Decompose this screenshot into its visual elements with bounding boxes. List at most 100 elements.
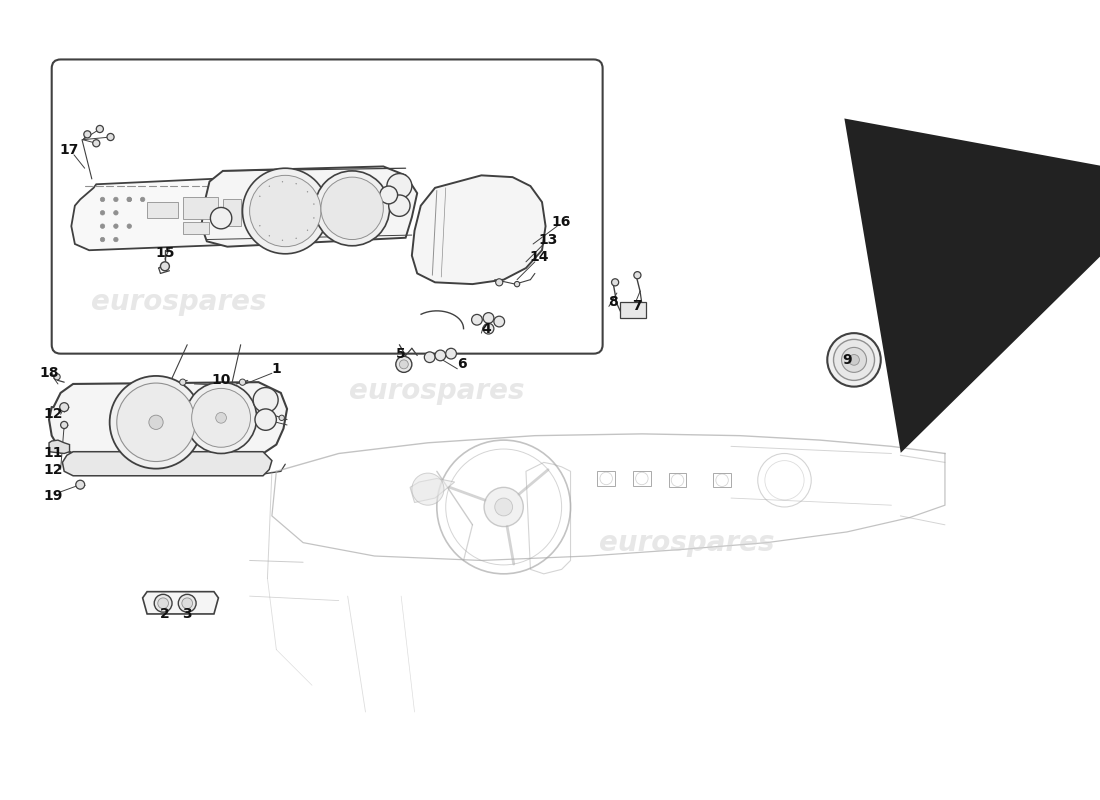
Circle shape <box>60 422 68 429</box>
Polygon shape <box>63 452 272 476</box>
Text: 7: 7 <box>631 299 641 314</box>
Circle shape <box>484 487 524 526</box>
Circle shape <box>242 168 328 254</box>
Circle shape <box>113 238 118 242</box>
Circle shape <box>113 197 118 202</box>
Bar <box>632 471 651 486</box>
Bar <box>619 302 647 318</box>
Text: 19: 19 <box>44 490 63 503</box>
Text: 13: 13 <box>539 233 558 246</box>
Circle shape <box>110 376 202 469</box>
Circle shape <box>827 333 881 386</box>
Circle shape <box>253 387 278 413</box>
Circle shape <box>396 356 411 372</box>
Circle shape <box>92 140 100 147</box>
Circle shape <box>179 379 186 386</box>
Circle shape <box>178 594 196 612</box>
Text: 12: 12 <box>44 462 63 477</box>
Polygon shape <box>201 166 417 246</box>
Text: 9: 9 <box>843 353 851 367</box>
Circle shape <box>483 323 494 334</box>
Circle shape <box>186 382 256 454</box>
Circle shape <box>126 197 132 202</box>
Text: 4: 4 <box>481 322 491 336</box>
Bar <box>183 222 209 234</box>
Text: 8: 8 <box>608 295 618 309</box>
Circle shape <box>387 174 411 198</box>
Polygon shape <box>411 175 546 284</box>
Circle shape <box>315 171 389 246</box>
Text: 10: 10 <box>211 374 231 387</box>
Polygon shape <box>50 382 287 454</box>
Text: 5: 5 <box>396 346 406 361</box>
Circle shape <box>842 347 867 372</box>
Polygon shape <box>143 592 219 614</box>
Circle shape <box>97 126 103 133</box>
Circle shape <box>399 360 408 369</box>
Circle shape <box>161 262 169 270</box>
Text: eurospares: eurospares <box>349 377 525 405</box>
Circle shape <box>495 498 513 516</box>
FancyBboxPatch shape <box>52 59 603 354</box>
Circle shape <box>59 402 68 411</box>
Circle shape <box>100 210 104 215</box>
Bar <box>183 197 219 219</box>
Circle shape <box>113 210 118 215</box>
Circle shape <box>834 339 874 380</box>
Circle shape <box>154 594 172 612</box>
Text: 14: 14 <box>529 250 549 264</box>
Circle shape <box>84 130 91 138</box>
Circle shape <box>494 316 505 327</box>
Circle shape <box>113 224 118 228</box>
Circle shape <box>434 350 446 361</box>
Polygon shape <box>410 478 454 502</box>
Text: 17: 17 <box>59 143 79 158</box>
Circle shape <box>100 238 104 242</box>
Bar <box>223 199 241 226</box>
Text: 11: 11 <box>44 446 63 461</box>
Circle shape <box>76 480 85 489</box>
Text: 1: 1 <box>272 362 282 376</box>
Circle shape <box>612 278 618 286</box>
Text: 6: 6 <box>456 358 466 371</box>
Circle shape <box>472 314 482 325</box>
Circle shape <box>515 282 519 286</box>
Circle shape <box>148 415 163 430</box>
Circle shape <box>117 383 195 462</box>
Circle shape <box>216 413 227 423</box>
Text: eurospares: eurospares <box>90 288 266 316</box>
Circle shape <box>126 197 132 202</box>
Bar <box>713 473 732 487</box>
Circle shape <box>240 379 245 386</box>
Text: 12: 12 <box>44 407 63 422</box>
Circle shape <box>54 374 60 380</box>
Circle shape <box>126 224 132 228</box>
Text: 15: 15 <box>155 246 175 260</box>
Circle shape <box>191 389 251 447</box>
Circle shape <box>379 186 397 204</box>
Circle shape <box>446 348 456 359</box>
Text: 18: 18 <box>40 366 58 380</box>
Circle shape <box>634 272 641 278</box>
Circle shape <box>100 224 104 228</box>
Text: 2: 2 <box>160 607 169 621</box>
Circle shape <box>250 175 321 246</box>
Circle shape <box>100 197 104 202</box>
Circle shape <box>483 313 494 323</box>
Bar <box>147 202 178 218</box>
Circle shape <box>141 197 145 202</box>
Text: 16: 16 <box>552 214 571 229</box>
Bar <box>597 471 615 486</box>
Circle shape <box>849 354 859 366</box>
Circle shape <box>279 415 285 421</box>
Circle shape <box>182 598 192 609</box>
Circle shape <box>210 207 232 229</box>
Circle shape <box>107 134 114 141</box>
Circle shape <box>388 195 410 216</box>
Circle shape <box>411 473 444 505</box>
Circle shape <box>496 278 503 286</box>
Polygon shape <box>72 177 267 250</box>
Circle shape <box>321 177 383 239</box>
Circle shape <box>255 409 276 430</box>
Circle shape <box>157 598 168 609</box>
